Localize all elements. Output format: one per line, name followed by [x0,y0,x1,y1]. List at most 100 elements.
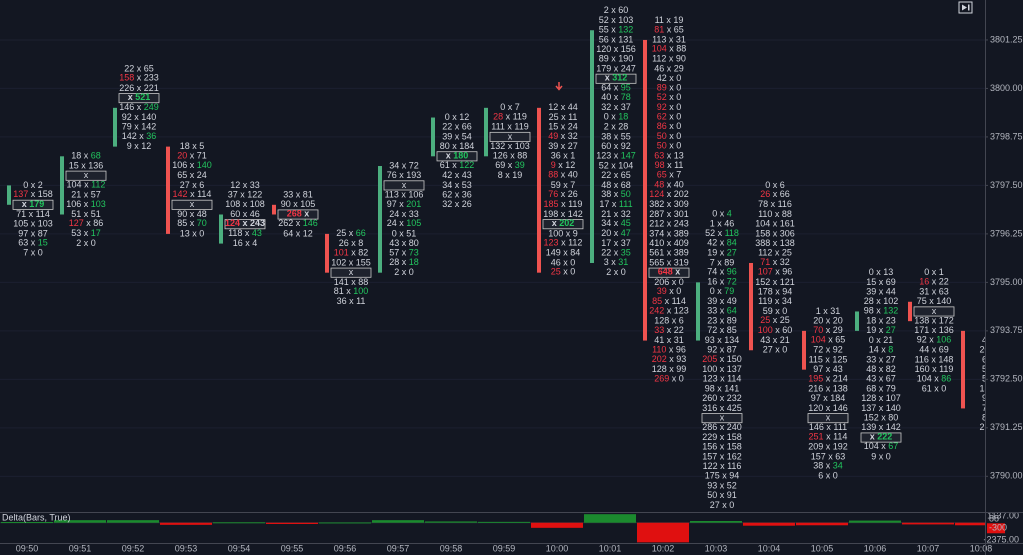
footprint-cell: 20 x 47 [601,228,631,238]
footprint-cell: 92 x 106 [917,335,952,345]
footprint-cell: 38 x 55 [601,131,631,141]
footprint-cell: 120 x 156 [596,44,636,54]
footprint-cell: 70 x 29 [813,325,843,335]
footprint-cell: 89 x 190 [599,54,634,64]
footprint-cell: 202 x 93 [652,354,687,364]
footprint-cell: 123 x 147 [596,151,636,161]
footprint-cell: 62 x 36 [442,189,472,199]
footprint-cell: 81 x 100 [334,286,369,296]
poc-box [542,219,584,230]
last-value: -300 [989,523,1007,533]
footprint-cell: 61 x 0 [922,383,947,393]
footprint-cell: 89 x 0 [657,83,682,93]
poc-box [648,267,690,278]
footprint-cell: 175 x 94 [705,471,740,481]
footprint-cell: 112 x 25 [758,248,792,258]
footprint-cell: 0 x 7 [500,102,520,112]
footprint-cell: 157 x 162 [702,451,742,461]
footprint-cell: 39 x 54 [442,131,472,141]
footprint-cell: 269 x 0 [654,374,684,384]
footprint-cell: 14 x 8 [869,345,894,355]
time-label: 09:54 [228,543,251,553]
footprint-cell: 46 x 29 [654,63,684,73]
footprint-cell: 209 x 192 [808,442,848,452]
delta-bar [849,520,901,523]
footprint-cell: 50 x 91 [707,490,737,500]
footprint-cell: 2 x 0 [394,267,414,277]
price-bar [855,311,859,331]
footprint-cell: 42 x 0 [657,73,682,83]
footprint-cell: 106 x 103 [66,199,106,209]
footprint-cell: x [402,180,407,190]
delta-bar [902,522,954,525]
footprint-cell: 226 x 221 [119,83,159,93]
price-tick-label: 3790.00 [990,471,1023,481]
footprint-cell: 88 x 40 [548,170,578,180]
footprint-cell: 171 x 136 [914,325,954,335]
footprint-cell: 104 x 86 [917,374,952,384]
footprint-cell: 0 x 6 [765,180,785,190]
delta-bar [478,521,530,523]
footprint-cell: 26 x 8 [339,238,364,248]
footprint-cell: 50 x 0 [657,131,682,141]
price-tick-label: 3798.75 [990,131,1023,141]
footprint-cell: 0 x 1 [924,267,944,277]
footprint-cell: x 179 [22,199,45,209]
footprint-cell: 229 x 158 [702,432,742,442]
footprint-cell: 12 x 44 [548,102,578,112]
time-label: 10:02 [652,543,675,553]
footprint-cell: 137 x 158 [13,189,53,199]
time-label: 09:57 [387,543,410,553]
footprint-cell: 64 [982,354,992,364]
footprint-cell: 92 x 140 [122,112,157,122]
footprint-cell: 21 x 32 [601,209,631,219]
delta-bar [955,522,985,526]
footprint-cell: 92 x 87 [707,345,737,355]
footprint-cell: x 202 [552,219,575,229]
footprint-cell: 97 x 43 [813,364,843,374]
footprint-cell: 34 x 45 [601,219,631,229]
price-bar [113,107,117,147]
footprint-cell: 63 x 13 [654,151,684,161]
delta-bar [796,522,848,526]
footprint-cell: 22 x 65 [124,63,154,73]
scroll-button[interactable] [958,1,973,14]
footprint-cell: 16 x 22 [919,277,949,287]
price-bar [590,30,594,263]
footprint-cell: 178 x 94 [758,286,793,296]
footprint-cell: 123 x 112 [544,238,583,248]
poc-box [595,73,637,84]
footprint-cell: 119 x 34 [758,296,792,306]
scroll-button-frame[interactable] [958,1,973,14]
delta-bar [425,521,477,523]
footprint-cell: 28 x 18 [389,257,419,267]
footprint-cell: 113 x 31 [652,34,686,44]
footprint-cell: 200 [979,345,994,355]
time-label: 09:56 [334,543,357,553]
footprint-cell: 15 x 136 [69,160,104,170]
price-tick-label: 3795.00 [990,277,1023,287]
footprint-cell: 104 x 88 [652,44,687,54]
footprint-cell: 122 x 116 [703,461,742,471]
price-bar [272,204,276,215]
scroll-button-icon[interactable] [962,4,970,11]
footprint-cell: 268 x [287,209,310,219]
last-value-badge [987,523,1005,534]
delta-tick-label: -2375.00 [983,534,1019,544]
footprint-cell: 185 x 119 [544,199,583,209]
footprint-cell: 52 x 103 [599,15,634,25]
footprint-cell: 90 x 105 [281,199,316,209]
poc-box [330,267,372,278]
footprint-cell: 53 [982,374,992,384]
footprint-cell: 316 x 425 [702,403,742,413]
last-value: 88 [989,513,999,523]
footprint-cell: 157 x 63 [811,451,846,461]
footprint-cell: 104 x 65 [811,335,846,345]
footprint-cell: 38 x 50 [601,189,631,199]
footprint-cell: 19 x 27 [866,325,896,335]
footprint-cell: 104 x 161 [755,219,795,229]
footprint-cell: 565 x 319 [649,257,689,267]
footprint-cell: 59 x 0 [763,306,788,316]
footprint-cell: 152 x 80 [864,413,899,423]
footprint-cell: 61 x 122 [440,160,475,170]
